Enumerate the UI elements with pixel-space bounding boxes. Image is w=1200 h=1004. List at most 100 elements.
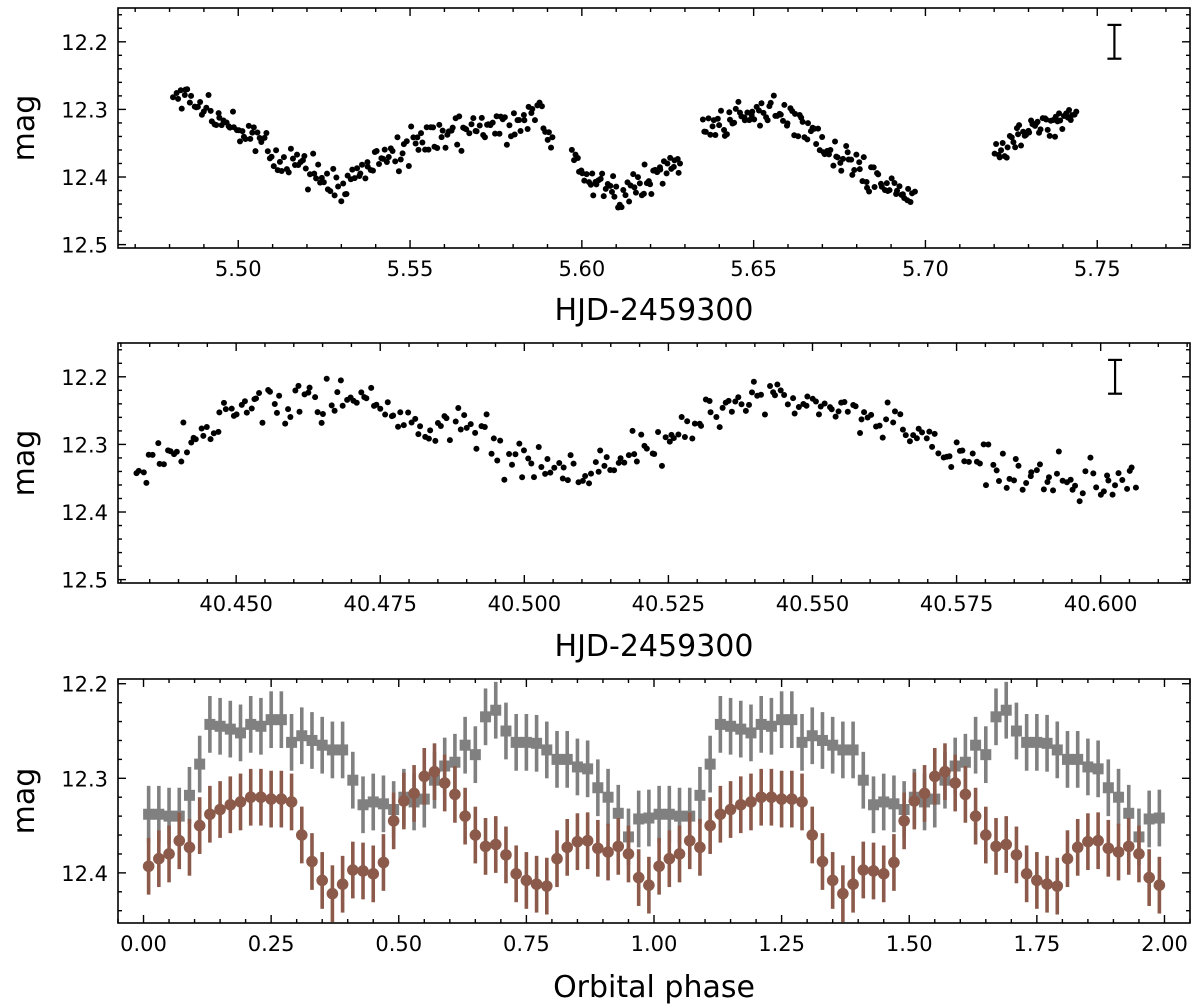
data-point-circle — [316, 874, 328, 887]
data-point-square — [224, 723, 236, 735]
data-point — [698, 422, 705, 429]
data-point — [497, 437, 504, 444]
data-point — [1028, 469, 1035, 476]
y-tick-label: 12.4 — [61, 166, 108, 190]
data-point — [746, 117, 753, 124]
data-point — [439, 127, 446, 134]
data-point-square — [663, 808, 675, 820]
data-point — [330, 165, 337, 172]
data-point — [735, 98, 742, 105]
data-point — [899, 426, 906, 433]
data-point — [716, 122, 723, 129]
data-point-circle — [775, 793, 788, 805]
data-point — [538, 463, 545, 470]
data-point — [699, 116, 706, 123]
data-point — [414, 134, 421, 141]
data-point — [175, 95, 182, 102]
data-point — [434, 144, 441, 151]
data-point-circle — [428, 765, 441, 778]
data-point — [804, 136, 811, 143]
data-point — [996, 154, 1003, 161]
data-point — [564, 477, 571, 484]
data-point — [1040, 486, 1047, 493]
data-point — [630, 171, 637, 178]
data-point — [615, 459, 622, 466]
data-point — [1067, 117, 1074, 124]
data-point — [779, 117, 786, 124]
data-point — [1015, 131, 1022, 138]
data-point — [677, 160, 684, 167]
data-point — [684, 418, 691, 425]
data-point — [357, 170, 364, 177]
data-point-circle — [755, 791, 767, 804]
data-point — [383, 158, 390, 165]
data-point-square — [674, 810, 686, 822]
data-point — [368, 384, 375, 391]
y-tick-label: 12.2 — [61, 366, 108, 390]
data-point — [271, 401, 278, 408]
data-point-circle — [387, 815, 400, 827]
data-point — [449, 124, 456, 131]
data-point — [337, 377, 344, 384]
data-point — [1016, 122, 1023, 129]
data-point-circle — [857, 864, 870, 876]
data-point — [228, 405, 235, 412]
data-point — [1104, 472, 1111, 479]
data-point — [632, 189, 639, 196]
data-point — [140, 469, 147, 476]
y-tick-label: 12.2 — [61, 31, 108, 55]
data-point — [292, 387, 299, 394]
data-point — [870, 164, 877, 171]
data-point — [888, 175, 895, 182]
data-point — [278, 168, 285, 175]
data-point — [181, 92, 188, 99]
data-point — [689, 435, 696, 442]
data-point-circle — [173, 834, 186, 847]
data-point — [170, 94, 177, 101]
data-point — [702, 128, 709, 135]
data-point — [732, 398, 739, 405]
data-point-circle — [398, 795, 410, 807]
data-point — [897, 411, 904, 418]
data-point — [926, 428, 933, 435]
data-point-circle — [1020, 868, 1033, 880]
data-point — [691, 420, 698, 427]
data-point — [205, 92, 212, 99]
data-point-square — [235, 727, 247, 739]
x-tick-label: 40.600 — [1064, 592, 1137, 616]
data-point-square — [316, 739, 328, 751]
data-point — [625, 452, 632, 459]
data-point — [911, 188, 918, 195]
x-tick-label: 5.65 — [730, 257, 777, 281]
data-point — [626, 198, 633, 205]
data-point — [362, 175, 369, 182]
data-point — [501, 114, 508, 121]
data-point-square — [633, 813, 645, 825]
data-point — [1044, 479, 1051, 486]
data-point — [841, 399, 848, 406]
data-point — [263, 130, 270, 137]
data-point — [331, 407, 338, 414]
data-point-circle — [1051, 880, 1064, 892]
data-point — [815, 411, 822, 418]
data-point-circle — [1061, 852, 1074, 865]
x-tick-label: 1.00 — [631, 932, 678, 956]
data-point — [313, 175, 320, 182]
data-point — [1100, 488, 1107, 495]
plot-frame — [117, 7, 1191, 249]
data-point-circle — [1143, 871, 1155, 884]
data-point — [875, 171, 882, 178]
data-point-square — [868, 799, 880, 811]
data-point-square — [204, 718, 216, 730]
data-point-circle — [1000, 838, 1013, 851]
data-point — [323, 375, 330, 382]
data-point — [1072, 482, 1079, 489]
x-tick-label: 1.50 — [886, 932, 933, 956]
data-point — [412, 140, 419, 147]
data-point-circle — [153, 852, 165, 865]
data-point — [207, 436, 214, 443]
x-tick-label: 0.00 — [120, 932, 167, 956]
data-point — [959, 447, 966, 454]
data-point — [1087, 454, 1094, 461]
data-point-circle — [214, 803, 226, 816]
